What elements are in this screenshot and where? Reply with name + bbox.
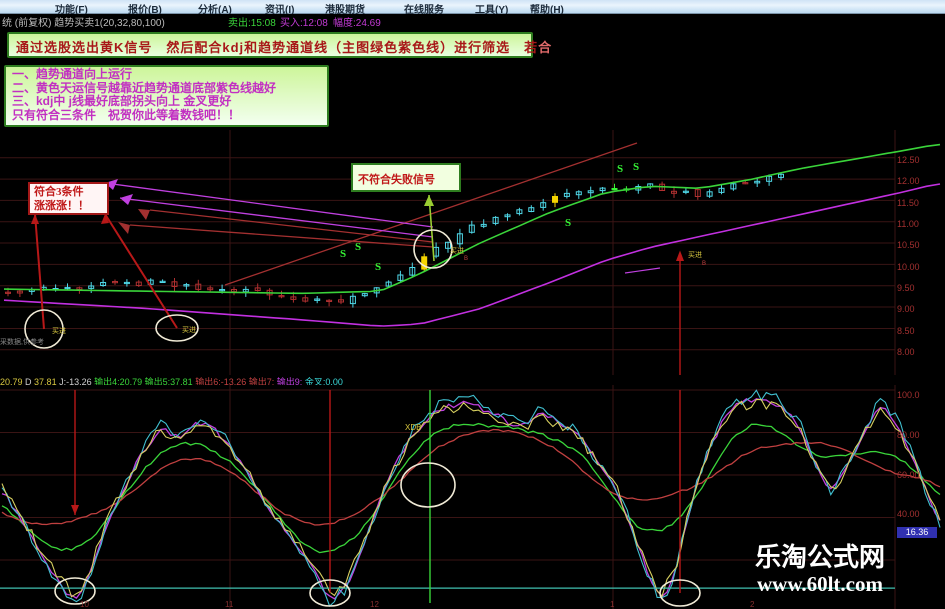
svg-text:涨涨涨！！: 涨涨涨！！ [34,198,89,212]
svg-text:符合3条件: 符合3条件 [34,184,84,198]
svg-text:S: S [565,217,571,229]
svg-text:不符合失败信号: 不符合失败信号 [358,172,435,186]
svg-text:S: S [340,248,346,260]
svg-text:S: S [633,161,639,173]
svg-text:S: S [355,241,361,253]
svg-text:B: B [702,261,706,267]
svg-text:采数据,供参考: 采数据,供参考 [0,337,44,346]
svg-text:B: B [464,256,468,262]
svg-text:买进: 买进 [450,247,464,255]
svg-text:买进: 买进 [688,251,702,259]
svg-text:买进: 买进 [52,327,66,335]
svg-text:XDB: XDB [405,423,421,432]
svg-text:买进: 买进 [182,326,196,334]
svg-text:S: S [617,163,623,175]
svg-text:S: S [375,261,381,273]
